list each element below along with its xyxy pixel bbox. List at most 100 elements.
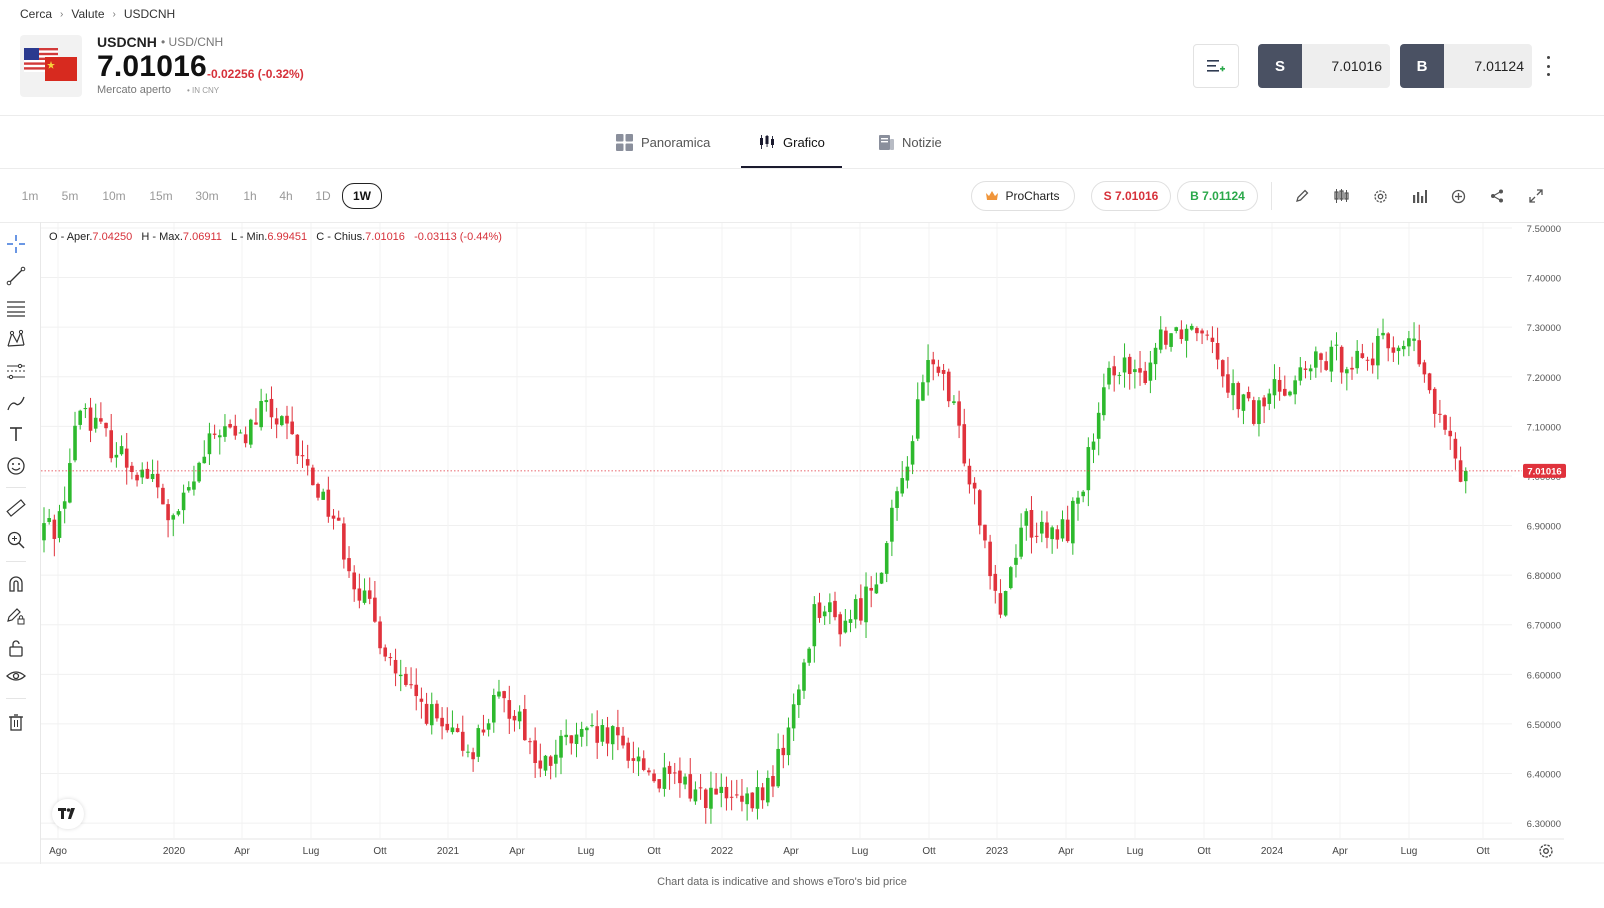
candle-body bbox=[993, 573, 998, 591]
candle-body bbox=[528, 741, 532, 743]
candle-body bbox=[424, 703, 429, 724]
add-circle-icon[interactable] bbox=[1448, 186, 1468, 206]
candle-body bbox=[1081, 491, 1085, 497]
candle-body bbox=[977, 490, 982, 526]
zoom-in-icon[interactable] bbox=[5, 529, 27, 551]
text-icon[interactable] bbox=[5, 423, 27, 445]
more-options-icon[interactable] bbox=[1542, 56, 1554, 76]
breadcrumb-current: USDCNH bbox=[123, 7, 176, 21]
currency-pair-flag-icon bbox=[20, 35, 82, 97]
candle-body bbox=[135, 474, 139, 481]
timeframe-5m[interactable]: 5m bbox=[61, 189, 79, 203]
candle-body bbox=[419, 698, 424, 702]
candle-body bbox=[745, 793, 749, 805]
candle-body bbox=[47, 518, 51, 522]
candle-body bbox=[88, 407, 93, 431]
settings-icon[interactable] bbox=[1370, 186, 1390, 206]
candle-body bbox=[910, 441, 915, 465]
fib-icon[interactable] bbox=[5, 297, 27, 319]
candle-body bbox=[729, 796, 734, 798]
magnet-icon[interactable] bbox=[5, 573, 27, 595]
tab-panoramica[interactable]: Panoramica bbox=[616, 130, 710, 154]
add-to-watchlist-button[interactable] bbox=[1193, 44, 1239, 88]
candle-body bbox=[1148, 362, 1153, 381]
trendline-icon[interactable] bbox=[5, 265, 27, 287]
candle-body bbox=[1339, 346, 1344, 373]
expand-icon[interactable] bbox=[1526, 186, 1546, 206]
crosshair-icon[interactable] bbox=[5, 233, 27, 255]
emoji-icon[interactable] bbox=[5, 455, 27, 477]
timeframe-15m[interactable]: 15m bbox=[149, 189, 173, 203]
share-icon[interactable] bbox=[1487, 186, 1507, 206]
tab-notizie[interactable]: Notizie bbox=[879, 130, 942, 154]
candle-body bbox=[972, 482, 977, 489]
candle-body bbox=[1195, 327, 1199, 334]
axis-settings-icon[interactable] bbox=[1538, 843, 1554, 864]
candle-body bbox=[455, 728, 460, 733]
ruler-icon[interactable] bbox=[5, 497, 27, 519]
forecast-icon[interactable] bbox=[5, 360, 27, 382]
tab-grafico[interactable]: Grafico bbox=[759, 130, 825, 154]
timeframe-4h[interactable]: 4h bbox=[279, 189, 293, 203]
candle-body bbox=[698, 787, 703, 789]
candle-body bbox=[1045, 522, 1049, 538]
toolbar-divider bbox=[6, 487, 26, 488]
candle-body bbox=[186, 487, 191, 491]
candle-body bbox=[983, 524, 987, 541]
candle-body bbox=[321, 491, 325, 500]
timeframe-30m[interactable]: 30m bbox=[195, 189, 219, 203]
candle-body bbox=[290, 421, 294, 435]
brush-icon[interactable] bbox=[5, 392, 27, 414]
timeframe-10m[interactable]: 10m bbox=[102, 189, 126, 203]
x-tick-label: Ott bbox=[922, 846, 936, 857]
instrument-price: 7.01016 bbox=[97, 50, 207, 83]
sell-button[interactable]: S 7.01016 bbox=[1258, 44, 1390, 88]
timeframe-1h[interactable]: 1h bbox=[243, 189, 257, 203]
buy-pill-button[interactable]: B 7.01124 bbox=[1177, 181, 1258, 211]
candle-body bbox=[1298, 367, 1303, 381]
candle-body bbox=[155, 473, 160, 488]
timeframe-1m[interactable]: 1m bbox=[21, 189, 39, 203]
candle-body bbox=[274, 418, 279, 425]
candle-body bbox=[926, 360, 930, 383]
candle-body bbox=[502, 691, 506, 699]
eye-icon[interactable] bbox=[5, 666, 27, 688]
candle-body bbox=[703, 789, 708, 809]
candle-body bbox=[533, 740, 537, 764]
candle-body bbox=[1060, 519, 1065, 539]
candle-body bbox=[1200, 330, 1204, 334]
timeframe-1d[interactable]: 1D bbox=[315, 189, 331, 203]
ohlc-close-label: C - Chius. bbox=[316, 231, 366, 243]
procharts-button[interactable]: ProCharts bbox=[971, 181, 1075, 211]
candle-body bbox=[946, 371, 951, 402]
candle-body bbox=[1055, 529, 1060, 540]
trash-icon[interactable] bbox=[5, 711, 27, 733]
x-tick-label: 2020 bbox=[163, 846, 186, 857]
candle-body bbox=[962, 424, 967, 464]
pattern-icon[interactable] bbox=[5, 328, 27, 350]
breadcrumb-valute[interactable]: Valute bbox=[71, 7, 105, 21]
tradingview-logo-icon[interactable] bbox=[52, 799, 84, 829]
sell-pill-button[interactable]: S 7.01016 bbox=[1091, 181, 1171, 211]
bars-icon[interactable] bbox=[1409, 186, 1429, 206]
candle-body bbox=[1251, 400, 1256, 424]
candle-body bbox=[171, 515, 176, 520]
candle-body bbox=[559, 735, 563, 758]
buy-button[interactable]: B 7.01124 bbox=[1400, 44, 1532, 88]
candle-body bbox=[719, 786, 724, 794]
candle-body bbox=[740, 795, 744, 802]
indicators-icon[interactable] bbox=[1331, 186, 1351, 206]
candle-body bbox=[471, 752, 475, 760]
pencil-icon[interactable] bbox=[1292, 186, 1312, 206]
unlock-icon[interactable] bbox=[5, 637, 27, 659]
candle-body bbox=[828, 602, 832, 613]
candle-body bbox=[429, 704, 434, 726]
candle-body bbox=[223, 426, 227, 437]
breadcrumb-cerca[interactable]: Cerca bbox=[20, 7, 53, 21]
lock-drawing-icon[interactable] bbox=[5, 605, 27, 627]
candle-body bbox=[1324, 361, 1328, 370]
timeframe-1w[interactable]: 1W bbox=[342, 183, 382, 209]
candle-body bbox=[398, 674, 403, 677]
candle-body bbox=[150, 473, 155, 480]
